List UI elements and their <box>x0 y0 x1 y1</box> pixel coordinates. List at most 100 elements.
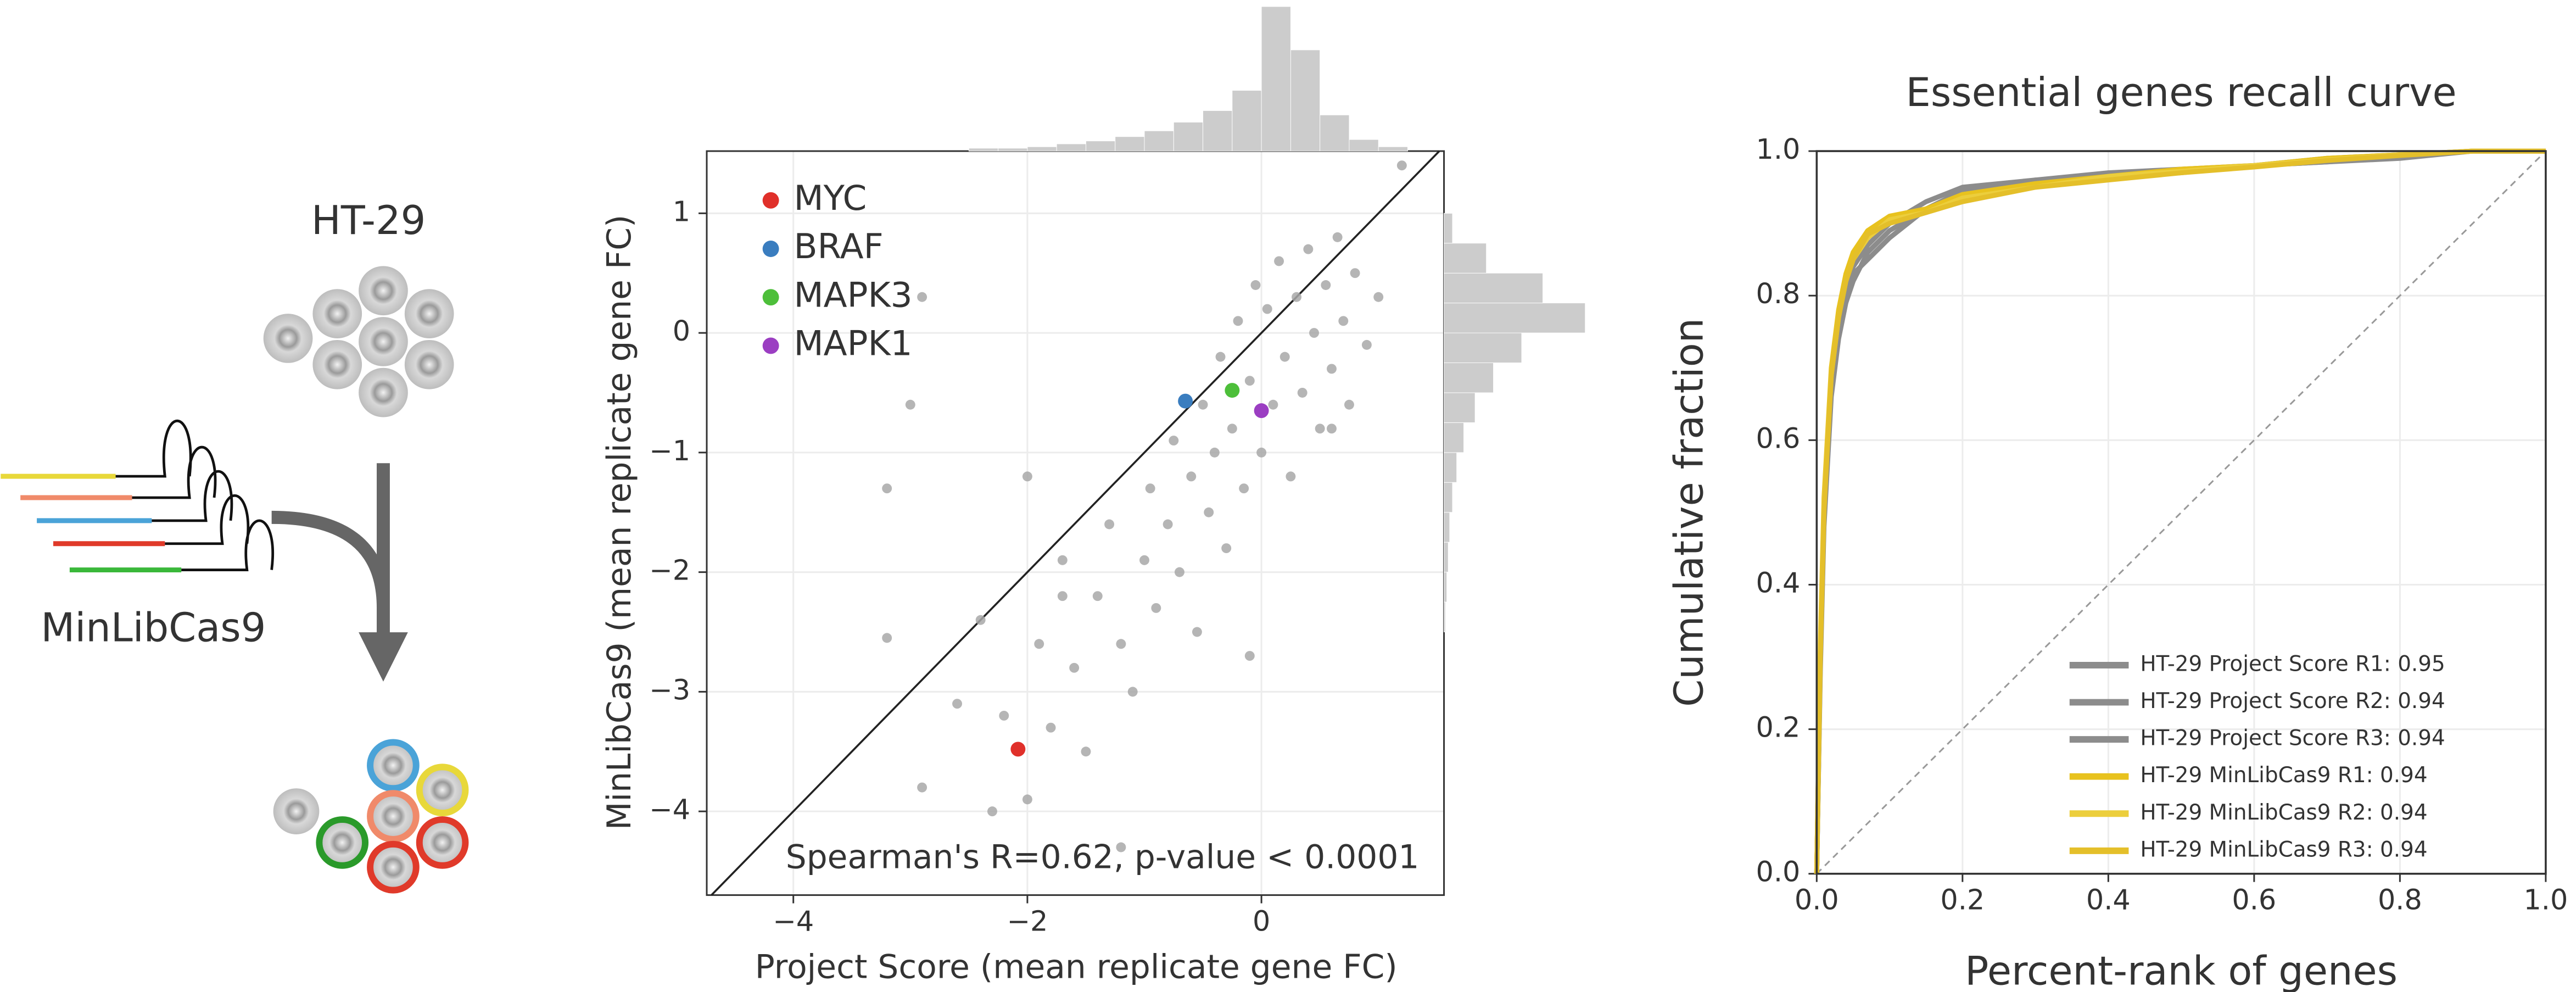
point <box>1274 256 1284 266</box>
legend-marker <box>762 337 779 354</box>
point <box>1022 471 1032 482</box>
point <box>1350 268 1360 278</box>
x-tick-label: 0 <box>1253 905 1270 937</box>
point <box>1116 639 1126 649</box>
x-tick-label: 0.0 <box>1795 884 1839 916</box>
cell-cluster <box>263 266 454 417</box>
y-axis-label: Cumulative fraction <box>1666 318 1712 707</box>
arrow-head <box>359 632 408 682</box>
y-tick-label: 0.0 <box>1756 856 1801 888</box>
histogram-bar <box>1444 392 1476 423</box>
y-tick-label: 0.6 <box>1756 422 1801 454</box>
legend-marker <box>762 192 779 209</box>
point <box>1315 423 1325 434</box>
point <box>975 615 986 625</box>
point <box>1069 662 1080 673</box>
point <box>1139 555 1149 565</box>
histogram-bar <box>1261 6 1291 152</box>
point <box>1092 591 1103 601</box>
arrow <box>271 463 390 641</box>
histogram-bar <box>1290 49 1321 152</box>
point <box>1034 639 1044 649</box>
point <box>1256 447 1267 458</box>
point <box>1192 627 1202 637</box>
edited-cells <box>273 739 469 894</box>
histogram-bar <box>1056 143 1086 152</box>
point <box>1163 519 1173 530</box>
point <box>1254 403 1269 419</box>
histogram-bar <box>1086 141 1116 152</box>
point <box>1262 304 1272 314</box>
legend-label: HT-29 MinLibCas9 R1: 0.94 <box>2140 763 2427 788</box>
legend-marker <box>762 289 779 306</box>
y-tick-label: −3 <box>649 673 690 706</box>
histogram-bar <box>1027 146 1057 152</box>
histogram-bar <box>1144 130 1174 152</box>
x-axis-label: Percent-rank of genes <box>1965 948 2398 992</box>
point <box>882 483 892 494</box>
point <box>1396 160 1407 171</box>
y-tick-label: −2 <box>649 554 690 587</box>
point <box>1046 722 1056 733</box>
point <box>1178 393 1193 409</box>
point <box>1309 328 1319 338</box>
point <box>1057 555 1068 565</box>
point <box>1104 519 1115 530</box>
histogram-bar <box>1320 114 1350 152</box>
point <box>999 710 1009 721</box>
legend-label: MAPK3 <box>794 275 912 315</box>
point <box>1233 316 1243 326</box>
point <box>1239 483 1249 494</box>
legend-label: MYC <box>794 178 867 218</box>
point <box>905 399 915 410</box>
point <box>1127 687 1138 697</box>
histogram-bar <box>1444 213 1453 244</box>
x-tick-label: 0.4 <box>2086 884 2131 916</box>
point <box>1332 232 1343 242</box>
point <box>952 699 963 709</box>
plot-frame <box>1815 150 2547 875</box>
point <box>1204 507 1214 517</box>
point <box>1169 436 1179 446</box>
histogram-bar <box>1203 110 1233 152</box>
chart-title: Essential genes recall curve <box>1906 69 2457 115</box>
histogram-bar <box>998 148 1028 152</box>
point <box>1279 352 1290 362</box>
histogram-bar <box>1444 572 1448 603</box>
histogram-bar <box>1444 482 1453 513</box>
guides <box>1 420 274 573</box>
y-tick-label: −4 <box>649 793 690 826</box>
point <box>1244 376 1255 386</box>
histogram-bar <box>1232 90 1262 152</box>
point <box>1174 567 1184 577</box>
point <box>1116 842 1126 852</box>
legend-label: HT-29 Project Score R3: 0.94 <box>2140 726 2445 751</box>
legend-label: HT-29 Project Score R1: 0.95 <box>2140 651 2445 676</box>
cell-line-label: HT-29 <box>311 197 426 243</box>
legend-label: BRAF <box>794 226 883 266</box>
point <box>1227 423 1237 434</box>
line <box>1814 148 2546 874</box>
histogram-bar <box>1173 122 1204 152</box>
point <box>1209 447 1220 458</box>
histogram-bar <box>1444 332 1522 363</box>
point <box>1292 292 1302 302</box>
histogram-bar <box>1444 452 1457 483</box>
y-axis-label: MinLibCas9 (mean replicate gene FC) <box>600 215 639 830</box>
point <box>1361 339 1372 350</box>
x-tick-label: 0.8 <box>2378 884 2422 916</box>
point <box>1321 280 1331 290</box>
histogram-bar <box>968 148 999 152</box>
histogram-bar <box>1444 363 1494 393</box>
point <box>1303 244 1314 254</box>
x-tick-label: −2 <box>1007 905 1048 937</box>
point <box>1327 423 1337 434</box>
histogram-bar <box>1349 139 1379 152</box>
x-axis-label: Project Score (mean replicate gene FC) <box>755 948 1398 987</box>
y-tick-label: −1 <box>649 434 690 467</box>
point <box>1198 399 1208 410</box>
point <box>1221 543 1232 554</box>
point <box>1286 471 1296 482</box>
